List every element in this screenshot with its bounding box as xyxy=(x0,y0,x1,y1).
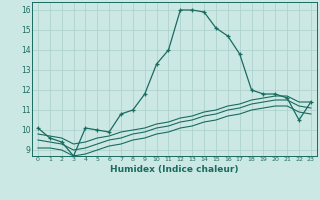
X-axis label: Humidex (Indice chaleur): Humidex (Indice chaleur) xyxy=(110,165,239,174)
